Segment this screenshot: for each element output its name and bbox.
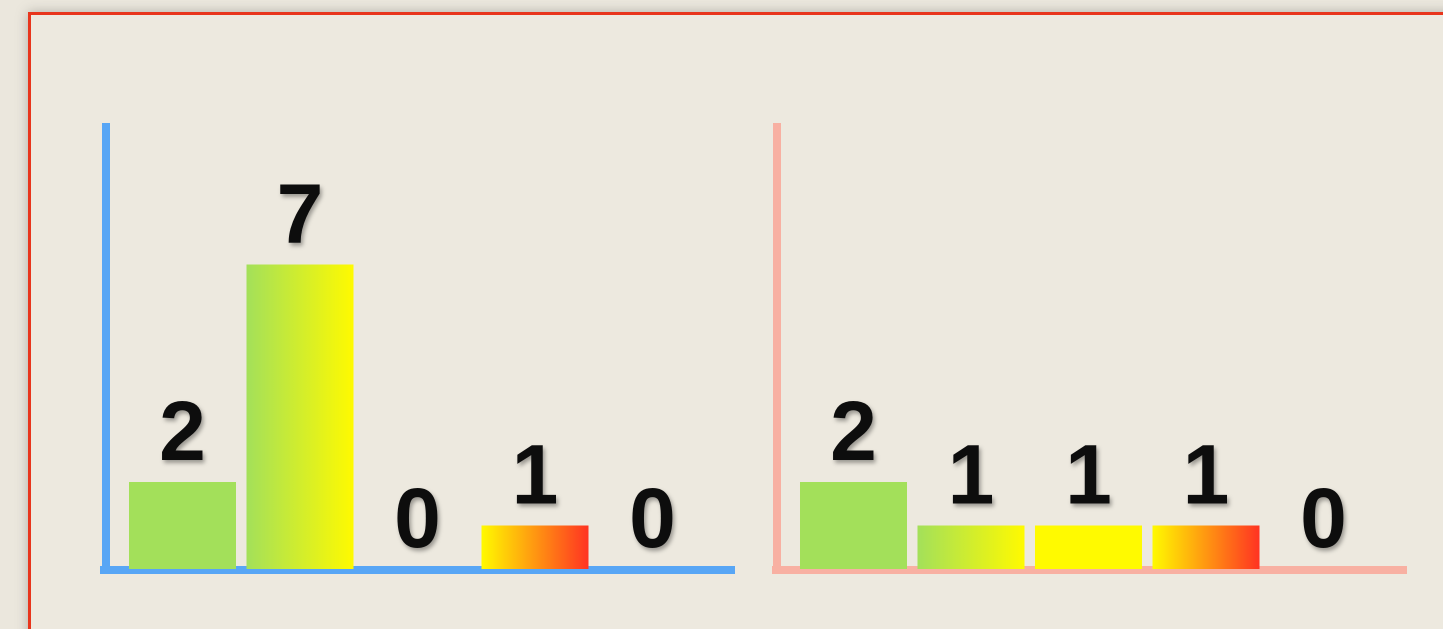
bar — [1035, 525, 1142, 569]
value-label: 1 — [948, 428, 995, 522]
value-label: 1 — [1065, 428, 1112, 522]
value-label: 0 — [629, 471, 676, 565]
value-label: 1 — [1183, 428, 1230, 522]
value-label: 7 — [277, 167, 324, 261]
value-label: 2 — [830, 384, 877, 478]
bar — [800, 482, 907, 569]
bar — [246, 264, 354, 569]
bar — [917, 525, 1025, 569]
bar — [481, 525, 589, 569]
value-label: 2 — [159, 384, 206, 478]
bar — [129, 482, 236, 569]
value-label: 0 — [394, 471, 441, 565]
value-label: 0 — [1300, 471, 1347, 565]
value-label: 1 — [512, 428, 559, 522]
bar — [1152, 525, 1260, 569]
